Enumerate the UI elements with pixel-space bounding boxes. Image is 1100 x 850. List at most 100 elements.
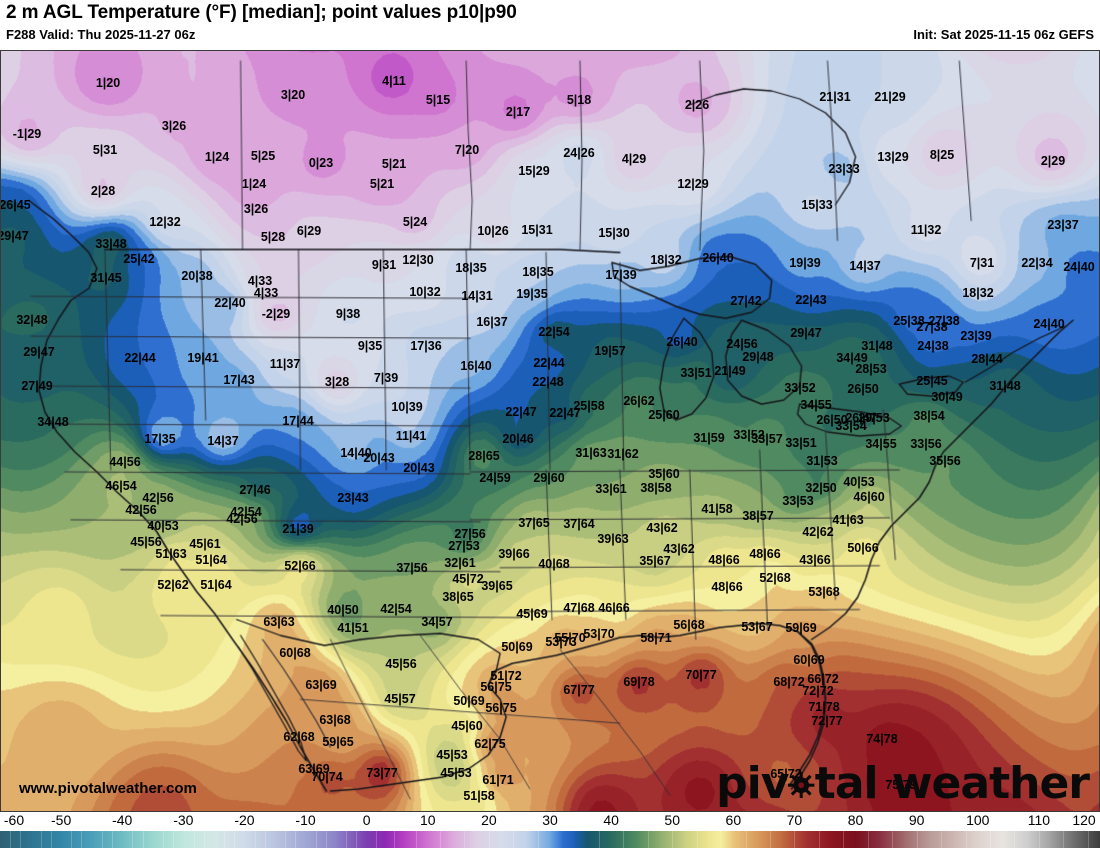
point-value-label: 55|70	[554, 631, 586, 645]
point-value-label: 59|69	[785, 621, 817, 635]
point-value-label: 4|11	[382, 74, 406, 88]
colorbar-separator	[965, 831, 967, 848]
colorbar-tick: 20	[481, 812, 497, 828]
point-value-label: 52|68	[759, 571, 791, 585]
colorbar-segment	[244, 831, 276, 848]
point-value-label: 51|72	[490, 669, 522, 683]
point-value-label: 45|53	[440, 766, 472, 780]
point-value-label: 72|77	[811, 714, 843, 728]
point-value-label: 62|75	[474, 737, 506, 751]
colorbar-segment	[708, 831, 722, 848]
colorbar-separator	[224, 831, 226, 848]
colorbar-segment	[385, 831, 404, 848]
colorbar-segment	[757, 831, 783, 848]
point-value-label: 75|79	[885, 778, 917, 792]
colorbar-segment	[928, 831, 954, 848]
colorbar-separator	[1087, 831, 1089, 848]
point-value-label: 15|29	[518, 164, 550, 178]
colorbar-segment	[806, 831, 832, 848]
colorbar[interactable]: -60 -50 -40 -30 -20 -10 0 10 20 30 40 50 60 70 80 90 100…	[0, 812, 1100, 850]
point-value-label: 22|47	[505, 405, 537, 419]
colorbar-separator	[132, 831, 134, 848]
point-value-label: 25|60	[648, 408, 680, 422]
point-value-label: 69|78	[623, 675, 655, 689]
colorbar-separator	[173, 831, 175, 848]
point-value-label: 7|31	[969, 256, 995, 270]
point-value-label: 25|38	[893, 314, 925, 328]
point-value-label: 23|37	[1047, 218, 1079, 232]
point-value-label: 26|47	[845, 411, 877, 425]
point-value-label: 15|31	[521, 223, 553, 237]
point-value-label: 19|41	[187, 351, 219, 365]
point-value-label: -2|29	[261, 307, 291, 321]
colorbar-segment	[660, 831, 686, 848]
point-value-label: 62|68	[283, 730, 315, 744]
point-value-label: 51|58	[463, 789, 495, 803]
point-value-label: 0|23	[308, 156, 334, 170]
point-value-label: 5|31	[92, 143, 118, 157]
point-value-label: 3|28	[324, 375, 350, 389]
point-value-label: 3|20	[280, 88, 306, 102]
point-value-label: 43|66	[799, 553, 831, 567]
point-value-label: 17|44	[282, 414, 314, 428]
colorbar-separator	[375, 831, 377, 848]
colorbar-separator	[203, 831, 205, 848]
colorbar-segment	[0, 831, 32, 848]
point-value-label: 45|56	[130, 535, 162, 549]
colorbar-separator	[315, 831, 317, 848]
colorbar-segment	[1051, 831, 1077, 848]
point-value-label: 37|56	[396, 561, 428, 575]
point-value-label: 21|29	[874, 90, 906, 104]
point-value-label: 26|50	[847, 382, 879, 396]
colorbar-separator	[10, 831, 12, 848]
colorbar-separator	[745, 831, 747, 848]
point-value-label: 24|56	[726, 337, 758, 351]
colorbar-segment	[122, 831, 154, 848]
colorbar-segment	[611, 831, 637, 848]
point-value-label: 60|69	[793, 653, 825, 667]
colorbar-separator	[647, 831, 649, 848]
point-value-label: 5|21	[369, 177, 395, 191]
point-value-label: 56|68	[673, 618, 705, 632]
point-value-label: 38|57	[742, 509, 774, 523]
point-value-label: 24|40	[1063, 260, 1095, 274]
point-value-label: 61|71	[482, 773, 514, 787]
point-value-label: 35|56	[929, 454, 961, 468]
point-value-label: 30|49	[931, 390, 963, 404]
point-value-label: 42|56	[125, 503, 157, 517]
point-value-label: 17|39	[605, 268, 637, 282]
point-value-label: 12|29	[677, 177, 709, 191]
point-value-label: 29|53	[858, 411, 890, 425]
brand-watermark: piv tal weather	[716, 758, 1090, 809]
colorbar-segment	[501, 831, 527, 848]
colorbar-separator	[101, 831, 103, 848]
point-value-label: 21|31	[819, 90, 851, 104]
colorbar-segment	[30, 831, 62, 848]
point-value-label: 53|70	[583, 627, 615, 641]
colorbar-separator	[990, 831, 991, 848]
point-value-label: 22|54	[538, 325, 570, 339]
point-value-label: 33|52	[784, 381, 816, 395]
point-value-label: 34|49	[836, 351, 868, 365]
point-value-label: 27|42	[730, 294, 762, 308]
colorbar-separator	[285, 831, 287, 848]
colorbar-separator	[916, 831, 918, 848]
point-value-label: 37|65	[518, 516, 550, 530]
point-value-label: 42|54	[230, 505, 262, 519]
point-value-label: 9|38	[335, 307, 361, 321]
point-value-label: 63|68	[319, 713, 351, 727]
point-value-label: 26|40	[702, 251, 734, 265]
colorbar-separator	[346, 831, 348, 848]
site-url-watermark: www.pivotalweather.com	[19, 780, 197, 797]
colorbar-separator	[415, 831, 417, 848]
point-value-label: 13|29	[877, 150, 909, 164]
point-value-label: 38|58	[640, 481, 672, 495]
colorbar-separator	[254, 831, 256, 848]
colorbar-segment	[586, 831, 612, 848]
point-value-label: 31|62	[607, 447, 639, 461]
map-panel[interactable]: 1|20 3|26 -1|29 5|31 3|20 1|24 5|25 0|23 2|28 1|2…	[0, 50, 1100, 812]
point-value-label: 45|69	[516, 607, 548, 621]
colorbar-tick: 70	[786, 812, 803, 828]
point-value-label: 48|66	[708, 553, 740, 567]
